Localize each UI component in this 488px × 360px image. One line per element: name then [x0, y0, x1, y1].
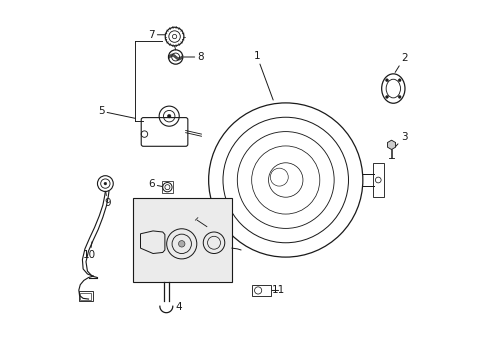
Bar — [372, 163, 383, 197]
Circle shape — [397, 95, 400, 98]
Text: 6: 6 — [148, 179, 162, 189]
Bar — [79, 291, 93, 301]
Bar — [162, 181, 173, 193]
Bar — [80, 293, 91, 300]
Text: 1: 1 — [253, 51, 273, 100]
Text: 3: 3 — [395, 132, 407, 146]
Circle shape — [397, 79, 400, 82]
Circle shape — [178, 240, 184, 247]
Circle shape — [104, 182, 106, 185]
Circle shape — [385, 79, 387, 82]
Text: 11: 11 — [271, 285, 285, 296]
Text: 4: 4 — [176, 302, 182, 312]
Circle shape — [385, 95, 387, 98]
Bar — [133, 198, 231, 282]
Circle shape — [167, 114, 171, 118]
Text: 2: 2 — [394, 53, 407, 72]
Text: 10: 10 — [83, 242, 96, 260]
Text: 7: 7 — [148, 30, 164, 40]
Polygon shape — [386, 140, 395, 149]
Text: 8: 8 — [183, 52, 203, 62]
Bar — [251, 285, 271, 296]
Text: 5: 5 — [98, 106, 135, 118]
Text: 9: 9 — [104, 192, 111, 208]
